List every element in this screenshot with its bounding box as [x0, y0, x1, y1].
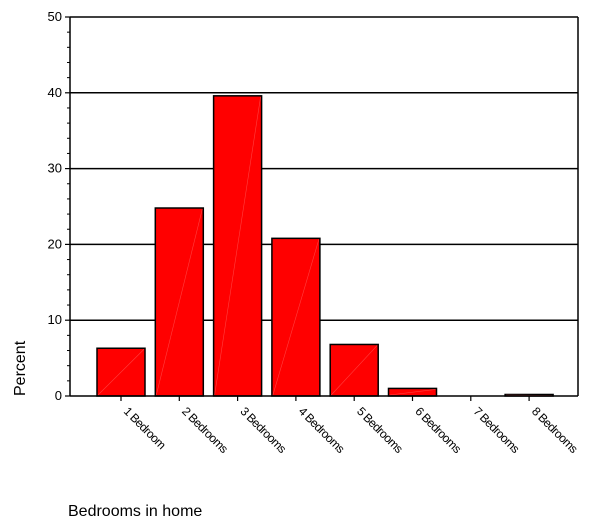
bars [96, 95, 554, 397]
y-tick-label: 0 [55, 388, 62, 403]
x-tick-label: 6 Bedrooms [412, 404, 464, 456]
x-tick-label: 7 Bedrooms [471, 404, 523, 456]
y-tick-label: 50 [48, 9, 62, 24]
bar-shine [272, 239, 320, 396]
x-tick-label: 8 Bedrooms [529, 404, 581, 456]
x-tick-label: 1 Bedroom [121, 404, 169, 452]
y-tick-labels: 0 10 20 30 40 50 [48, 9, 62, 403]
y-tick-label: 40 [48, 85, 62, 100]
bar-shine [156, 208, 203, 396]
x-tick-label: 3 Bedrooms [237, 404, 289, 456]
x-tick-label: 5 Bedrooms [354, 404, 406, 456]
y-tick-label: 10 [48, 312, 62, 327]
x-axis-title: Bedrooms in home [68, 503, 202, 520]
bar [271, 237, 321, 397]
x-tick-label: 4 Bedrooms [296, 404, 348, 456]
axes [65, 16, 579, 401]
x-tick-label: 2 Bedrooms [179, 404, 231, 456]
bar-shine [330, 345, 378, 396]
y-axis-title: Percent [12, 340, 29, 396]
bar-shine [389, 389, 436, 396]
gridlines [70, 16, 578, 321]
bar-shine [214, 96, 261, 396]
y-tick-label: 20 [48, 236, 62, 251]
y-tick-label: 30 [48, 161, 62, 176]
bar-shine [97, 349, 145, 396]
x-tick-labels: 1 Bedroom 2 Bedrooms 3 Bedrooms 4 Bedrooms 5… [121, 404, 581, 456]
